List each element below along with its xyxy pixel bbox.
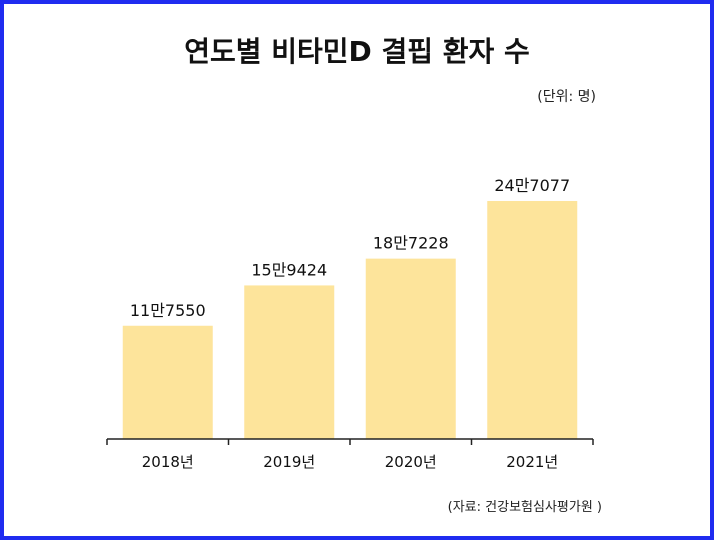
x-axis: [106, 438, 594, 445]
bars-group: [122, 200, 578, 439]
chart-title: 연도별 비타민D 결핍 환자 수: [184, 35, 530, 68]
x-tick-label: 2018년: [142, 453, 194, 471]
x-tick-label: 2021년: [506, 453, 558, 471]
source-note: (자료: 건강보험심사평가원 ): [447, 500, 602, 515]
bar-2019년: [244, 285, 335, 439]
bar-2018년: [122, 325, 213, 439]
x-tick-label: 2019년: [263, 453, 315, 471]
bar-2021년: [487, 200, 578, 439]
bar-2020년: [365, 258, 456, 439]
value-label: 24만7077: [494, 176, 570, 195]
x-tick-labels-group: 2018년 2019년 2020년 2021년: [142, 453, 558, 471]
x-tick-label: 2020년: [385, 453, 437, 471]
value-label: 15만9424: [251, 260, 327, 279]
value-label: 11만7550: [130, 301, 206, 320]
value-labels-group: 11만7550 15만9424 18만7228 24만7077: [130, 176, 570, 320]
value-label: 18만7228: [373, 234, 449, 253]
unit-note: (단위: 명): [537, 89, 596, 105]
